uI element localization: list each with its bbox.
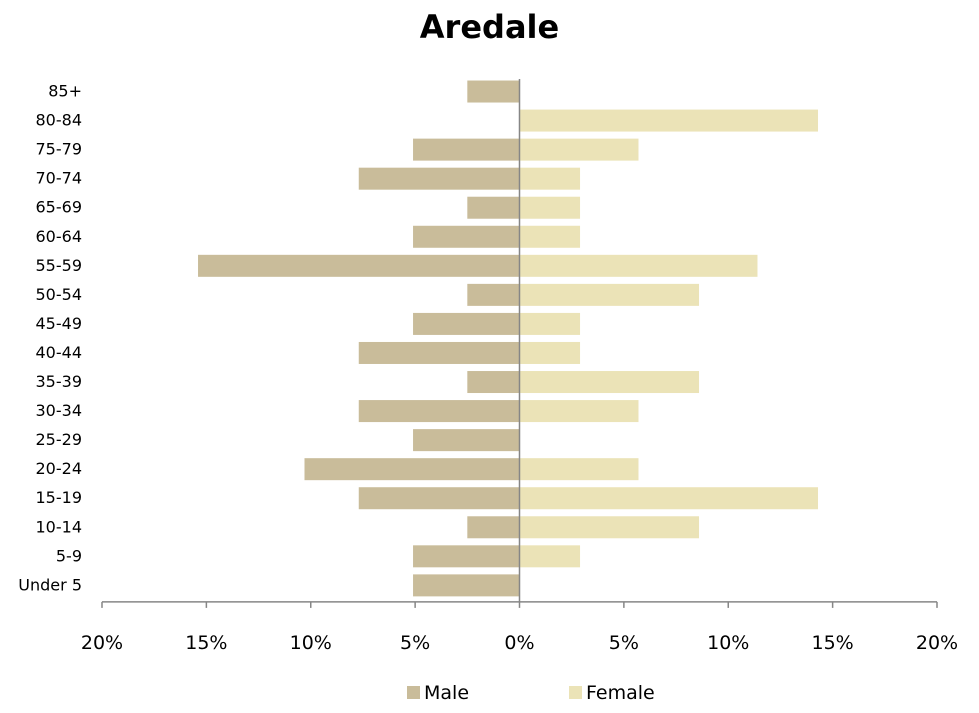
bar-male-under-5 [413, 574, 520, 597]
bars-group [198, 80, 819, 597]
bar-female-10-14 [519, 516, 700, 539]
y-tick-label: Under 5 [18, 575, 82, 594]
x-tick-labels: 20% 15% 10% 5% 0% 5% 10% 15% 20% [81, 632, 958, 654]
y-tick-label: 60-64 [36, 227, 83, 246]
bar-female-30-34 [519, 400, 639, 423]
y-tick-label: 70-74 [36, 169, 83, 188]
bar-male-55-59 [198, 254, 520, 277]
bar-female-50-54 [519, 283, 700, 306]
bar-male-70-74 [358, 167, 520, 190]
x-tick-label: 10% [290, 632, 332, 654]
legend-swatch-male [407, 686, 420, 699]
y-tick-labels: 85+ 80-84 75-79 70-74 65-69 60-64 55-59 50-54 45… [18, 82, 82, 595]
y-tick-label: 75-79 [36, 140, 83, 159]
bar-male-30-34 [358, 400, 520, 423]
bar-male-15-19 [358, 487, 520, 510]
bar-female-60-64 [519, 225, 581, 248]
legend-label-female: Female [586, 682, 655, 704]
bar-female-55-59 [519, 254, 758, 277]
y-tick-label: 80-84 [36, 111, 83, 130]
bar-female-70-74 [519, 167, 581, 190]
y-tick-label: 15-19 [36, 488, 83, 507]
legend-swatch-female [569, 686, 582, 699]
chart-title: Aredale [420, 8, 559, 46]
axes-group [101, 79, 938, 608]
bar-female-20-24 [519, 458, 639, 481]
bar-male-25-29 [413, 429, 520, 452]
y-tick-label: 55-59 [36, 256, 83, 275]
y-tick-label: 50-54 [36, 285, 83, 304]
y-tick-label: 45-49 [36, 314, 83, 333]
bar-female-35-39 [519, 371, 700, 394]
y-tick-label: 25-29 [36, 430, 83, 449]
bar-female-40-44 [519, 341, 581, 364]
legend: Male Female [407, 682, 655, 704]
bar-female-75-79 [519, 138, 639, 161]
bar-female-80-84 [519, 109, 819, 132]
x-tick-label: 10% [707, 632, 749, 654]
y-tick-label: 35-39 [36, 372, 83, 391]
x-tick-label: 5% [400, 632, 430, 654]
bar-male-10-14 [467, 516, 520, 539]
y-tick-label: 20-24 [36, 459, 83, 478]
x-tick-label: 15% [185, 632, 227, 654]
bar-male-45-49 [413, 312, 520, 335]
bar-male-85 [467, 80, 520, 103]
bar-female-45-49 [519, 312, 581, 335]
bar-male-65-69 [467, 196, 520, 219]
bar-male-50-54 [467, 283, 520, 306]
y-tick-label: 85+ [48, 82, 82, 101]
x-tick-label: 0% [504, 632, 534, 654]
legend-label-male: Male [424, 682, 469, 704]
bar-female-5-9 [519, 545, 581, 568]
bar-female-15-19 [519, 487, 819, 510]
bar-male-20-24 [304, 458, 520, 481]
y-tick-label: 65-69 [36, 198, 83, 217]
y-tick-label: 10-14 [36, 517, 83, 536]
x-tick-label: 20% [81, 632, 123, 654]
x-tick-label: 20% [916, 632, 958, 654]
bar-male-5-9 [413, 545, 520, 568]
bar-male-60-64 [413, 225, 520, 248]
x-tick-label: 15% [812, 632, 854, 654]
x-tick-label: 5% [609, 632, 639, 654]
bar-male-35-39 [467, 371, 520, 394]
bar-male-75-79 [413, 138, 520, 161]
y-tick-label: 30-34 [36, 401, 83, 420]
bar-female-65-69 [519, 196, 581, 219]
y-tick-label: 5-9 [56, 546, 82, 565]
y-tick-label: 40-44 [36, 343, 83, 362]
bar-male-40-44 [358, 341, 520, 364]
